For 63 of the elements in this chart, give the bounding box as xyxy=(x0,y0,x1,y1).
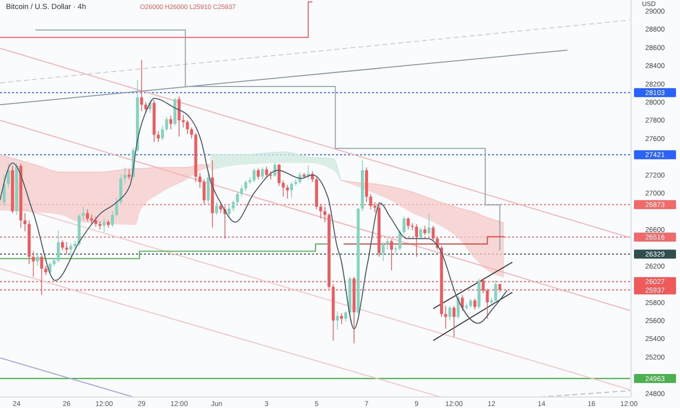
candlestick xyxy=(432,225,435,241)
candlestick xyxy=(111,210,114,228)
candlestick xyxy=(265,166,268,178)
candlestick xyxy=(98,220,102,230)
candlestick xyxy=(452,306,456,338)
candlestick xyxy=(456,296,460,320)
candlestick xyxy=(69,242,72,258)
candlestick xyxy=(415,224,418,258)
candlestick xyxy=(323,206,326,223)
candlestick xyxy=(286,184,289,199)
candlestick xyxy=(2,174,6,208)
candlestick xyxy=(469,298,472,308)
candlestick xyxy=(102,218,106,233)
candlestick xyxy=(178,96,181,137)
candlestick xyxy=(406,217,410,230)
candlestick xyxy=(140,60,144,112)
candlestick xyxy=(290,182,294,198)
candlestick xyxy=(165,116,168,132)
candlestick xyxy=(419,227,422,239)
candlestick xyxy=(444,306,448,330)
candlestick xyxy=(124,167,126,184)
candlestick xyxy=(198,172,202,188)
candlestick xyxy=(240,185,244,198)
candlestick xyxy=(56,230,60,263)
candlestick xyxy=(260,167,264,180)
candlestick xyxy=(278,164,281,186)
candlestick xyxy=(460,294,464,311)
candlestick xyxy=(119,174,122,204)
candlestick xyxy=(61,240,64,251)
candlestick xyxy=(86,209,89,222)
candlestick xyxy=(386,238,389,250)
candlestick xyxy=(252,168,256,183)
candlestick xyxy=(369,194,372,210)
candlestick xyxy=(390,239,393,271)
candlestick xyxy=(190,127,194,139)
candlestick xyxy=(186,120,189,134)
candlestick xyxy=(494,280,498,303)
candlestick xyxy=(36,252,39,266)
candlestick xyxy=(202,178,206,204)
candlestick xyxy=(44,265,48,276)
candlestick xyxy=(215,202,218,216)
candlestick xyxy=(24,212,26,232)
candlestick xyxy=(340,312,344,325)
candlestick xyxy=(182,114,185,128)
candlestick xyxy=(336,311,339,330)
candlestick xyxy=(448,306,452,321)
candlestick xyxy=(94,216,98,228)
candlestick xyxy=(382,242,385,262)
candlestick xyxy=(32,250,35,278)
candlestick xyxy=(115,197,118,218)
candlestick xyxy=(236,192,239,206)
candlestick xyxy=(6,162,10,189)
candlestick xyxy=(65,242,68,254)
candlestick xyxy=(473,298,476,310)
candlestick xyxy=(428,212,430,236)
candlestick xyxy=(228,205,231,218)
candlestick xyxy=(402,216,406,234)
candlestick xyxy=(423,225,426,236)
candlestick xyxy=(465,302,468,310)
candlestick xyxy=(90,214,94,224)
candlestick xyxy=(82,206,85,221)
candlestick xyxy=(398,230,402,251)
candlestick xyxy=(160,125,164,141)
